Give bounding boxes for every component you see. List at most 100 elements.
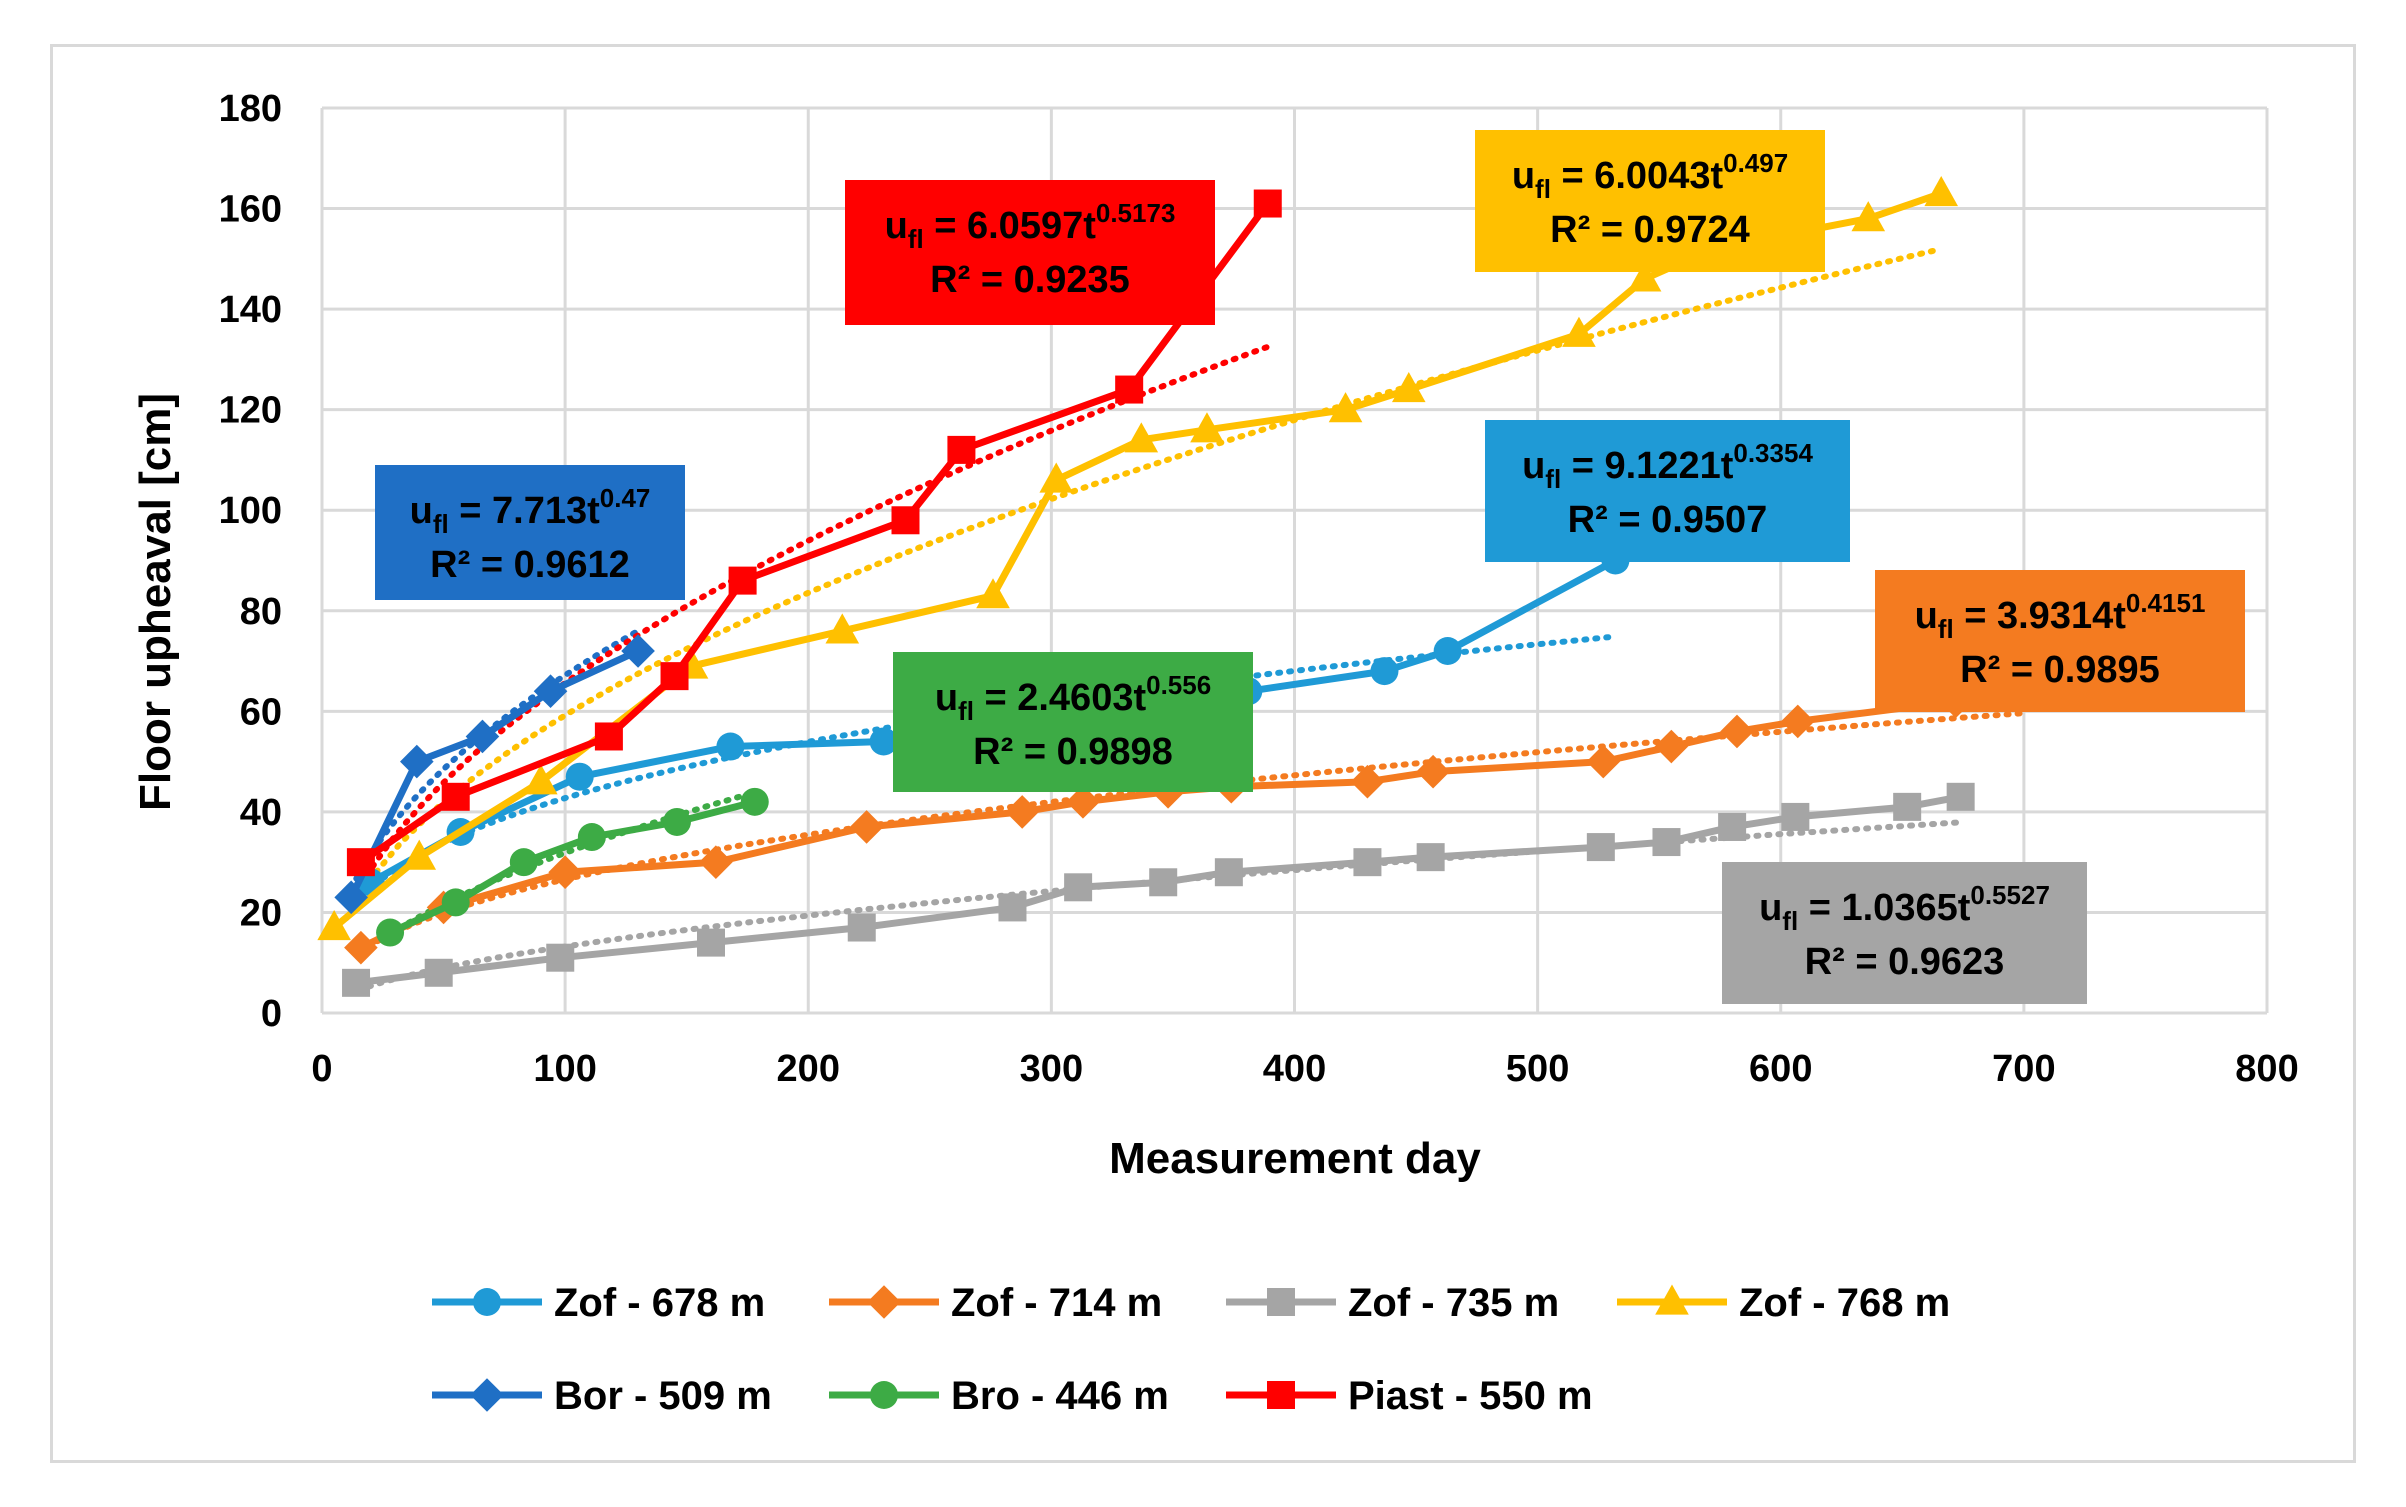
legend-item-zof-714-m: Zof - 714 m bbox=[829, 1281, 1162, 1325]
data-point bbox=[699, 845, 733, 879]
data-point bbox=[716, 732, 745, 761]
legend-item-bro-446-m: Bro - 446 m bbox=[829, 1374, 1169, 1418]
equation-box-background bbox=[893, 652, 1253, 792]
y-tick-label: 0 bbox=[261, 993, 282, 1035]
legend-label: Piast - 550 m bbox=[1348, 1374, 1593, 1418]
x-tick-label: 200 bbox=[777, 1048, 840, 1090]
data-point bbox=[1066, 785, 1100, 819]
equation-box-background bbox=[1485, 420, 1850, 562]
data-point bbox=[317, 910, 351, 941]
data-point bbox=[1946, 782, 1975, 811]
equation-box-background bbox=[1722, 862, 2087, 1004]
equation-formula: ufl = 6.0043t0.497 bbox=[1512, 148, 1788, 204]
data-point bbox=[441, 888, 470, 917]
data-point bbox=[524, 764, 558, 795]
data-point bbox=[1780, 704, 1815, 739]
y-tick-label: 80 bbox=[240, 591, 282, 633]
legend-label: Zof - 768 m bbox=[1739, 1281, 1950, 1325]
equation-r-squared: R² = 0.9507 bbox=[1568, 499, 1768, 541]
data-point bbox=[1005, 795, 1039, 829]
legend-marker bbox=[1655, 1284, 1689, 1315]
legend-marker bbox=[867, 1285, 901, 1319]
legend-marker bbox=[870, 1381, 898, 1409]
legend-item-zof-678-m: Zof - 678 m bbox=[432, 1281, 765, 1325]
equation-r-squared: R² = 0.9898 bbox=[973, 731, 1173, 773]
data-point bbox=[594, 722, 623, 751]
trendline-zof-735-m bbox=[355, 819, 1964, 993]
equation-r-squared: R² = 0.9623 bbox=[1805, 941, 2005, 983]
data-point bbox=[533, 674, 568, 709]
data-point bbox=[424, 958, 453, 987]
legend-item-zof-735-m: Zof - 735 m bbox=[1226, 1281, 1559, 1325]
equation-annotations: ufl = 7.713t0.47 R² = 0.9612 ufl = 6.0597t… bbox=[375, 130, 2245, 1004]
y-tick-label: 160 bbox=[219, 189, 282, 231]
legend-marker bbox=[1267, 1381, 1295, 1409]
legend-marker bbox=[470, 1378, 504, 1412]
x-tick-label: 800 bbox=[2235, 1048, 2298, 1090]
y-tick-label: 180 bbox=[219, 88, 282, 130]
equation-formula: ufl = 7.713t0.47 bbox=[410, 483, 651, 539]
equation-box-background bbox=[1875, 570, 2245, 712]
data-point bbox=[334, 880, 368, 915]
equation-box-background bbox=[845, 180, 1215, 325]
data-point bbox=[1115, 375, 1144, 404]
data-point bbox=[344, 930, 378, 965]
data-point bbox=[740, 787, 769, 816]
legend-label: Zof - 714 m bbox=[951, 1281, 1162, 1325]
data-point bbox=[1328, 392, 1363, 423]
equation-formula: ufl = 1.0365t0.5527 bbox=[1759, 880, 2050, 936]
data-point bbox=[1924, 175, 1959, 207]
data-point bbox=[402, 839, 437, 870]
data-point bbox=[825, 613, 860, 644]
y-tick-label: 60 bbox=[240, 691, 282, 733]
data-point bbox=[342, 968, 371, 997]
trendline-piast-550-m bbox=[357, 343, 1271, 889]
data-point bbox=[1416, 843, 1445, 872]
equation-r-squared: R² = 0.9612 bbox=[430, 544, 630, 586]
data-point bbox=[565, 762, 594, 791]
data-point bbox=[1627, 261, 1662, 292]
data-point bbox=[976, 578, 1010, 609]
equation-box-zof-714-m: ufl = 3.9314t0.4151 R² = 0.9895 bbox=[1875, 570, 2245, 712]
equation-formula: ufl = 3.9314t0.4151 bbox=[1915, 588, 2206, 644]
data-point bbox=[1781, 802, 1810, 831]
legend-item-piast-550-m: Piast - 550 m bbox=[1226, 1374, 1593, 1418]
data-point bbox=[400, 744, 434, 779]
data-point bbox=[441, 782, 470, 811]
data-point bbox=[1562, 316, 1596, 347]
legend-item-zof-768-m: Zof - 768 m bbox=[1617, 1281, 1950, 1325]
series-zof-735-m bbox=[342, 782, 1975, 997]
data-point bbox=[660, 662, 689, 691]
data-point bbox=[1190, 412, 1224, 443]
data-point bbox=[1391, 372, 1426, 403]
data-point bbox=[869, 727, 898, 756]
y-tick-label: 100 bbox=[219, 490, 282, 532]
data-point bbox=[847, 913, 876, 942]
series-piast-550-m bbox=[346, 189, 1282, 877]
legend: Zof - 678 m Zof - 714 m Zof - 735 m Zof - 7… bbox=[432, 1281, 1950, 1418]
x-axis-title: Measurement day bbox=[1109, 1134, 1481, 1183]
equation-r-squared: R² = 0.9724 bbox=[1550, 209, 1750, 251]
data-point bbox=[1370, 657, 1399, 686]
x-tick-label: 400 bbox=[1263, 1048, 1326, 1090]
equation-box-background bbox=[375, 465, 685, 600]
data-point bbox=[728, 566, 757, 595]
data-point bbox=[1149, 868, 1178, 897]
equation-formula: ufl = 2.4603t0.556 bbox=[935, 670, 1211, 726]
chart-frame bbox=[50, 44, 2356, 1463]
x-tick-label: 0 bbox=[311, 1048, 332, 1090]
legend-label: Zof - 678 m bbox=[554, 1281, 765, 1325]
series-bro-446-m bbox=[376, 787, 769, 947]
equation-r-squared: R² = 0.9235 bbox=[930, 259, 1130, 301]
trendline-zof-768-m bbox=[343, 246, 1945, 922]
legend-item-bor-509-m: Bor - 509 m bbox=[432, 1374, 772, 1418]
legend-label: Zof - 735 m bbox=[1348, 1281, 1559, 1325]
equation-box-piast-550-m: ufl = 6.0597t0.5173 R² = 0.9235 bbox=[845, 180, 1215, 325]
data-point bbox=[1064, 873, 1093, 902]
series-bor-509-m bbox=[334, 634, 655, 915]
data-point bbox=[1652, 828, 1681, 857]
data-point bbox=[1039, 462, 1074, 493]
legend-marker bbox=[473, 1288, 501, 1316]
equation-box-zof-735-m: ufl = 1.0365t0.5527 R² = 0.9623 bbox=[1722, 862, 2087, 1004]
y-tick-label: 20 bbox=[240, 892, 282, 934]
